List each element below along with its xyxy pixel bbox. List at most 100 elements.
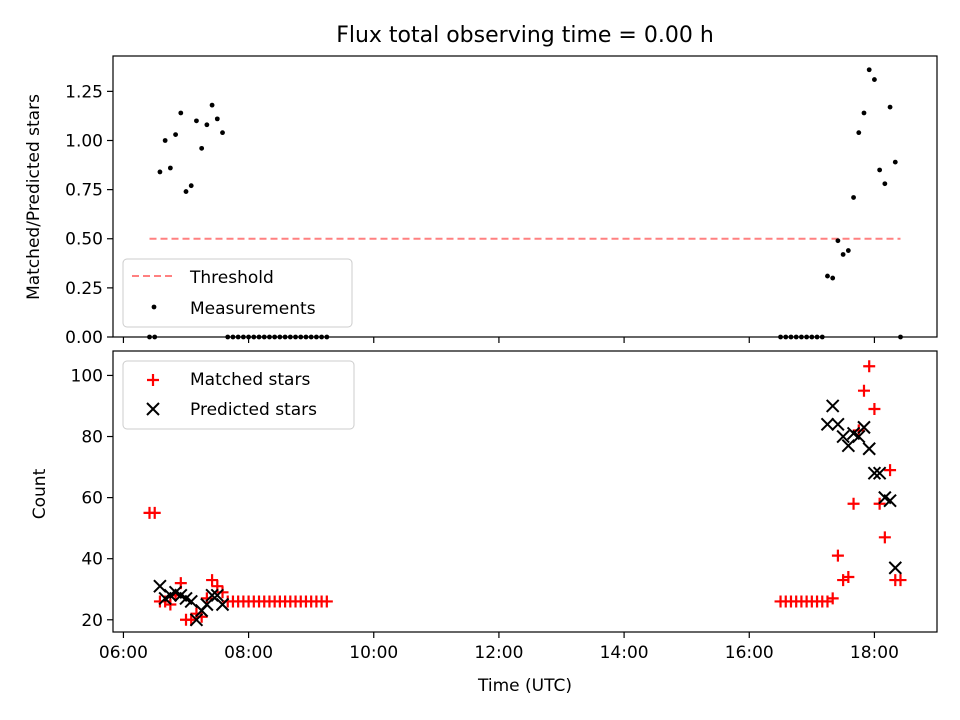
x-tick-label: 12:00 xyxy=(474,643,523,663)
top-y-axis-label: Matched/Predicted stars xyxy=(24,94,44,300)
legend-matched-swatch xyxy=(147,374,159,386)
predicted-star-point xyxy=(210,588,225,603)
measurement-point xyxy=(162,138,168,143)
matched-star-point xyxy=(852,424,865,437)
predicted-star-point xyxy=(872,466,887,480)
matched-star-point xyxy=(868,403,881,416)
bottom-legend: Matched stars Predicted stars xyxy=(122,360,355,430)
predicted-star-point xyxy=(215,597,230,612)
legend-predicted-swatch xyxy=(146,402,160,416)
y-tick-label: 0.25 xyxy=(65,279,103,299)
matched-star-point xyxy=(216,586,229,599)
matched-star-point xyxy=(894,574,907,587)
measurement-point xyxy=(877,167,883,173)
measurement-point xyxy=(157,169,163,175)
y-tick-label: 40 xyxy=(81,550,103,570)
matched-star-point xyxy=(148,506,161,519)
measurement-point xyxy=(830,275,836,281)
matched-star-point xyxy=(857,384,870,397)
top-axes-ticks: 0.00 0.25 0.50 0.75 1.00 1.25 xyxy=(65,82,876,348)
measurement-point xyxy=(194,118,199,124)
measurement-point xyxy=(882,181,888,187)
measurement-point xyxy=(220,130,225,136)
measurement-point xyxy=(188,183,194,189)
bottom-panel: 20 40 60 80 100 06:00 08:00 10:00 12:00 14:00 16:0… xyxy=(30,350,938,696)
measurement-point xyxy=(199,145,205,151)
measurement-point xyxy=(209,102,215,108)
y-tick-label: 100 xyxy=(71,366,103,386)
matched-star-point xyxy=(847,497,860,510)
predicted-star-point xyxy=(825,399,840,413)
matched-star-point xyxy=(320,595,333,608)
legend-matched-label: Matched stars xyxy=(190,370,310,390)
matched-star-point xyxy=(863,360,876,373)
x-tick-label: 06:00 xyxy=(99,643,148,663)
predicted-star-point xyxy=(852,429,866,444)
bottom-axes-ticks: 20 40 60 80 100 06:00 08:00 10:00 12:00 14:00 16:0… xyxy=(71,366,899,663)
bottom-y-axis-label: Count xyxy=(30,468,50,519)
x-tick-label: 14:00 xyxy=(600,643,649,663)
x-tick-label: 08:00 xyxy=(224,643,273,663)
y-tick-label: 1.00 xyxy=(65,131,103,151)
measurement-point xyxy=(825,273,830,279)
matched-star-point xyxy=(831,549,844,562)
x-tick-label: 16:00 xyxy=(725,643,774,663)
predicted-star-point xyxy=(862,442,876,456)
legend-predicted-label: Predicted stars xyxy=(190,400,317,420)
measurement-point xyxy=(887,104,893,110)
bottom-legend-box xyxy=(122,360,355,430)
y-tick-label: 0.50 xyxy=(65,230,103,250)
bottom-plot-marks xyxy=(143,360,907,627)
measurement-point xyxy=(835,238,841,244)
top-panel: 0.00 0.25 0.50 0.75 1.00 1.25 Matched/Predict… xyxy=(24,55,938,348)
legend-threshold-label: Threshold xyxy=(189,268,274,288)
predicted-star-point xyxy=(888,561,902,575)
matched-star-point xyxy=(826,592,839,605)
measurement-point xyxy=(892,159,898,165)
bottom-axes-frame xyxy=(112,350,938,633)
legend-measurements-swatch xyxy=(151,304,157,310)
matched-star-point xyxy=(842,571,855,584)
measurement-point xyxy=(178,110,184,116)
legend-measurements-label: Measurements xyxy=(190,299,316,319)
y-tick-label: 0.75 xyxy=(65,181,103,201)
measurement-point xyxy=(167,165,173,171)
x-tick-label: 18:00 xyxy=(850,643,899,663)
matched-star-point xyxy=(878,531,891,544)
predicted-star-point xyxy=(857,420,871,435)
predicted-star-point xyxy=(820,417,835,432)
top-plot-marks xyxy=(147,67,903,340)
measurement-point xyxy=(856,130,862,136)
predicted-star-point xyxy=(831,417,845,432)
x-tick-label: 10:00 xyxy=(349,643,398,663)
measurement-point xyxy=(872,77,877,82)
measurement-point xyxy=(204,122,210,128)
top-axes-frame xyxy=(112,55,938,338)
measurement-point xyxy=(840,252,846,257)
measurement-point xyxy=(173,132,178,138)
y-tick-label: 20 xyxy=(81,611,103,631)
measurement-point xyxy=(851,195,856,200)
predicted-star-point xyxy=(836,429,850,444)
measurement-point xyxy=(861,110,867,116)
measurement-point xyxy=(214,116,220,122)
y-tick-label: 80 xyxy=(81,428,103,448)
y-tick-label: 1.25 xyxy=(65,82,103,102)
chart-title: Flux total observing time = 0.00 h xyxy=(336,23,714,48)
matched-star-point xyxy=(884,464,897,477)
matched-star-point xyxy=(200,592,213,605)
matched-star-point xyxy=(195,610,208,623)
measurement-point xyxy=(183,189,189,194)
top-legend: Threshold Measurements xyxy=(122,258,353,328)
predicted-star-point xyxy=(867,466,882,480)
predicted-star-point xyxy=(189,613,204,627)
matched-star-point xyxy=(206,574,219,587)
y-tick-label: 0.00 xyxy=(65,328,103,348)
top-legend-box xyxy=(122,258,353,328)
x-axis-label: Time (UTC) xyxy=(477,676,572,696)
predicted-star-point xyxy=(883,493,897,508)
y-tick-label: 60 xyxy=(81,489,103,509)
measurement-point xyxy=(845,248,851,253)
measurement-point xyxy=(866,67,872,73)
